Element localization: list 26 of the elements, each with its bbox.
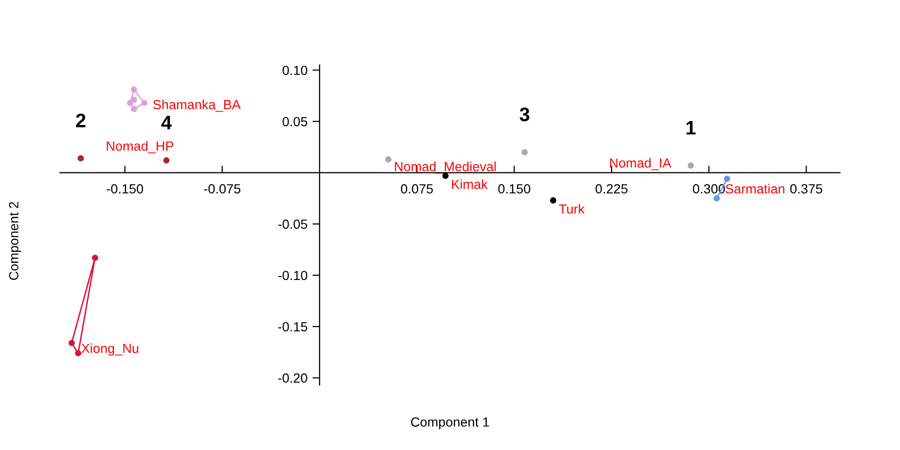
x-tick-label: 0.225 (596, 184, 628, 194)
series-label: Shamanka_BA (153, 100, 241, 112)
x-tick-label: 0.375 (790, 184, 822, 194)
y-axis-title: Component 2 (9, 202, 21, 280)
series-label: Nomad_HP (106, 141, 174, 154)
series-label: Nomad_IA (610, 158, 672, 170)
x-axis-title: Component 1 (411, 417, 489, 430)
y-tick-label: 0.05 (282, 116, 308, 126)
x-tick-label: -0.150 (106, 184, 144, 194)
annotation: 4 (161, 116, 172, 130)
annotation: 1 (686, 121, 696, 134)
annotation: 2 (76, 114, 86, 128)
annotation: 3 (520, 108, 530, 122)
x-tick-label: 0.150 (498, 184, 530, 194)
y-tick-label: -0.20 (278, 373, 308, 383)
y-tick-label: -0.15 (278, 322, 308, 332)
series-label: Nomad_Medieval (394, 162, 496, 174)
y-tick-label: 0.10 (282, 66, 308, 76)
series-label: Xiong_Nu (81, 343, 138, 356)
y-tick-label: -0.05 (278, 220, 308, 229)
series-label: Sarmatian (726, 184, 784, 194)
series-label: Kimak (452, 179, 488, 190)
y-tick-label: -0.10 (278, 270, 308, 280)
x-tick-label: 0.075 (400, 184, 433, 194)
series-label: Turk (559, 204, 585, 214)
x-tick-label: -0.075 (204, 184, 240, 194)
